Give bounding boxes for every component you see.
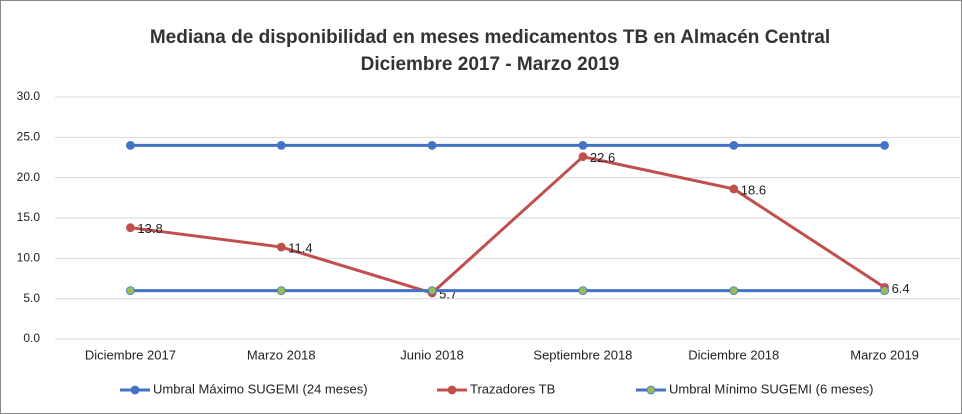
marker	[729, 286, 739, 296]
y-tick-label: 30.0	[17, 89, 41, 103]
marker	[276, 242, 286, 252]
y-tick-label: 5.0	[23, 291, 40, 305]
legend-label: Trazadores TB	[470, 381, 555, 396]
marker	[578, 140, 588, 150]
y-tick-label: 15.0	[17, 210, 41, 224]
x-tick-label: Marzo 2018	[247, 347, 316, 362]
x-tick-label: Diciembre 2018	[688, 347, 779, 362]
chart-subtitle: Diciembre 2017 - Marzo 2019	[361, 54, 620, 75]
legend-marker	[447, 385, 457, 395]
marker	[276, 140, 286, 150]
marker	[276, 286, 286, 296]
marker	[427, 140, 437, 150]
data-label: 5.7	[439, 286, 457, 301]
x-tick-label: Marzo 2019	[850, 347, 919, 362]
y-tick-label: 10.0	[17, 251, 41, 265]
marker	[126, 140, 135, 150]
legend-marker	[130, 385, 140, 395]
marker	[126, 223, 135, 233]
x-tick-label: Septiembre 2018	[533, 347, 632, 362]
series-line	[130, 155, 886, 295]
marker	[729, 184, 739, 194]
marker	[126, 286, 135, 296]
data-label: 18.6	[741, 182, 766, 197]
x-tick-label: Junio 2018	[400, 347, 464, 362]
legend-marker	[646, 385, 656, 395]
y-tick-label: 20.0	[17, 170, 41, 184]
data-label: 13.8	[137, 221, 162, 236]
data-label: 6.4	[892, 281, 910, 296]
marker	[578, 152, 588, 162]
marker	[427, 286, 437, 296]
data-label: 22.6	[590, 150, 615, 165]
x-tick-label: Diciembre 2017	[85, 347, 176, 362]
data-label: 11.4	[288, 240, 312, 255]
y-tick-label: 0.0	[23, 331, 40, 345]
chart-title: Mediana de disponibilidad en meses medic…	[150, 27, 830, 48]
marker	[880, 140, 889, 150]
marker	[578, 286, 588, 296]
legend-label: Umbral Máximo SUGEMI (24 meses)	[153, 381, 368, 396]
marker	[729, 140, 739, 150]
legend-label: Umbral Mínimo SUGEMI (6 meses)	[669, 381, 873, 396]
y-tick-label: 25.0	[17, 130, 41, 144]
marker	[880, 286, 889, 296]
